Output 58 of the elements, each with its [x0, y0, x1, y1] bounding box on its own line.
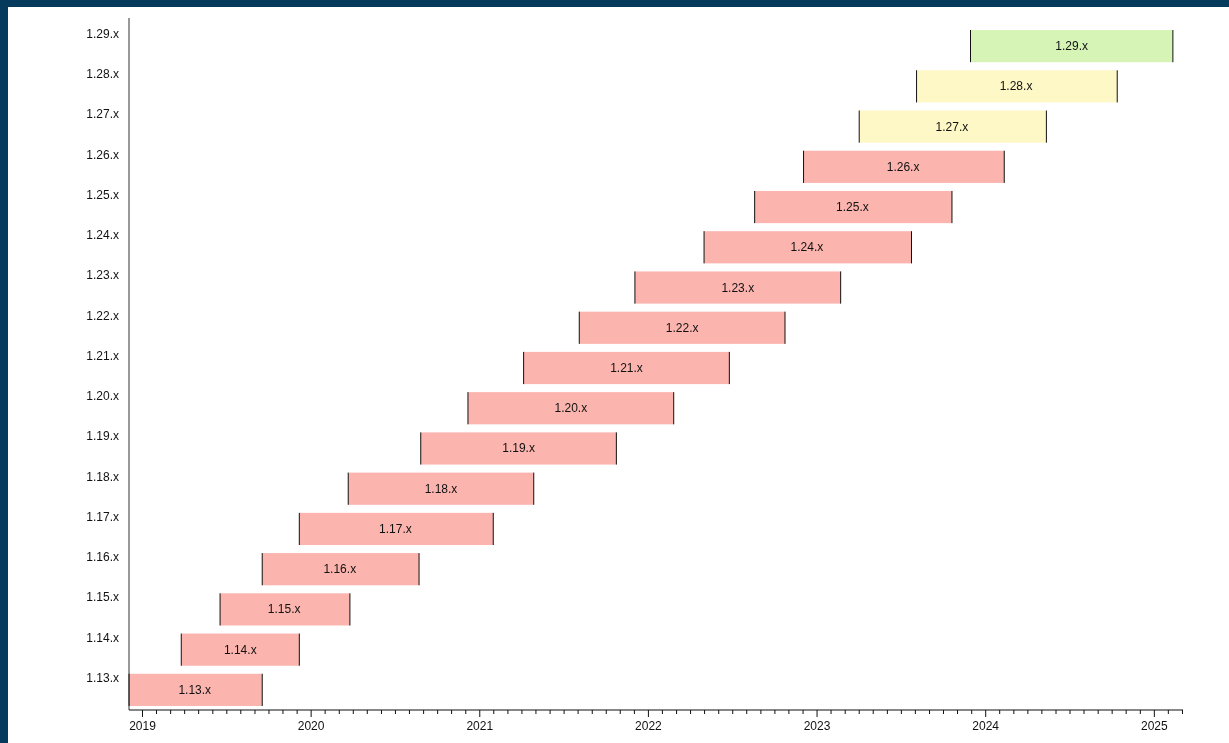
bar — [803, 150, 1005, 184]
x-tick-label: 2021 — [466, 719, 494, 733]
x-tick-label: 2025 — [1140, 719, 1168, 733]
y-tick-label: 1.22.x — [86, 308, 119, 323]
y-tick-label: 1.29.x — [86, 27, 119, 42]
y-tick-label: 1.15.x — [86, 590, 119, 605]
bar — [298, 512, 494, 546]
y-tick-label: 1.24.x — [86, 228, 119, 243]
annotation: 1.22.x — [665, 320, 699, 335]
bar — [467, 391, 675, 425]
bar — [347, 472, 535, 506]
y-tick-label: 1.28.x — [86, 67, 119, 82]
y-tick-label: 1.19.x — [86, 429, 119, 444]
annotation: 1.24.x — [790, 240, 824, 255]
annotation: 1.21.x — [610, 361, 643, 375]
annotation: 1.13.x — [178, 682, 212, 697]
bar — [754, 190, 953, 224]
bar — [916, 69, 1118, 103]
x-tick-label: 2020 — [297, 719, 325, 733]
bar — [180, 633, 300, 667]
y-tick-label: 1.25.x — [86, 187, 119, 202]
annotation: 1.26.x — [886, 159, 920, 174]
y-tick-label: 1.20.x — [86, 389, 119, 404]
y-tick-label: 1.18.x — [86, 469, 119, 484]
y-tick-label: 1.26.x — [86, 147, 119, 162]
y-tick-label: 1.14.x — [86, 630, 119, 645]
bar — [858, 109, 1047, 144]
y-tick-label: 1.23.x — [86, 268, 119, 283]
bar — [634, 270, 842, 305]
annotation: 1.17.x — [379, 521, 412, 536]
bar — [523, 351, 730, 385]
annotation: 1.23.x — [721, 280, 755, 295]
y-tick-label: 1.17.x — [86, 509, 119, 524]
annotation: 1.18.x — [424, 481, 458, 496]
y-tick-label: 1.21.x — [86, 348, 119, 363]
bar — [420, 431, 617, 466]
annotation: 1.29.x — [1055, 39, 1089, 54]
y-tick-label: 1.27.x — [86, 107, 119, 122]
x-tick-label: 2022 — [635, 719, 663, 733]
x-tick-label: 2019 — [129, 719, 157, 733]
bar — [261, 552, 420, 586]
bar — [128, 673, 263, 707]
x-tick-label: 2023 — [803, 719, 831, 733]
bar — [578, 311, 786, 345]
annotation: 1.27.x — [935, 119, 969, 134]
bar — [703, 230, 912, 264]
x-tick-label: 2024 — [972, 719, 1000, 733]
annotation: 1.14.x — [223, 642, 257, 657]
annotation: 1.28.x — [999, 79, 1033, 94]
annotation: 1.19.x — [502, 441, 535, 456]
y-tick-label: 1.13.x — [86, 670, 119, 685]
y-tick-label: 1.16.x — [86, 550, 119, 565]
annotation: 1.25.x — [836, 200, 869, 215]
annotation: 1.20.x — [554, 401, 588, 416]
bar — [219, 592, 351, 627]
bar — [970, 29, 1174, 63]
annotation: 1.15.x — [267, 602, 301, 617]
annotation: 1.16.x — [323, 562, 357, 577]
